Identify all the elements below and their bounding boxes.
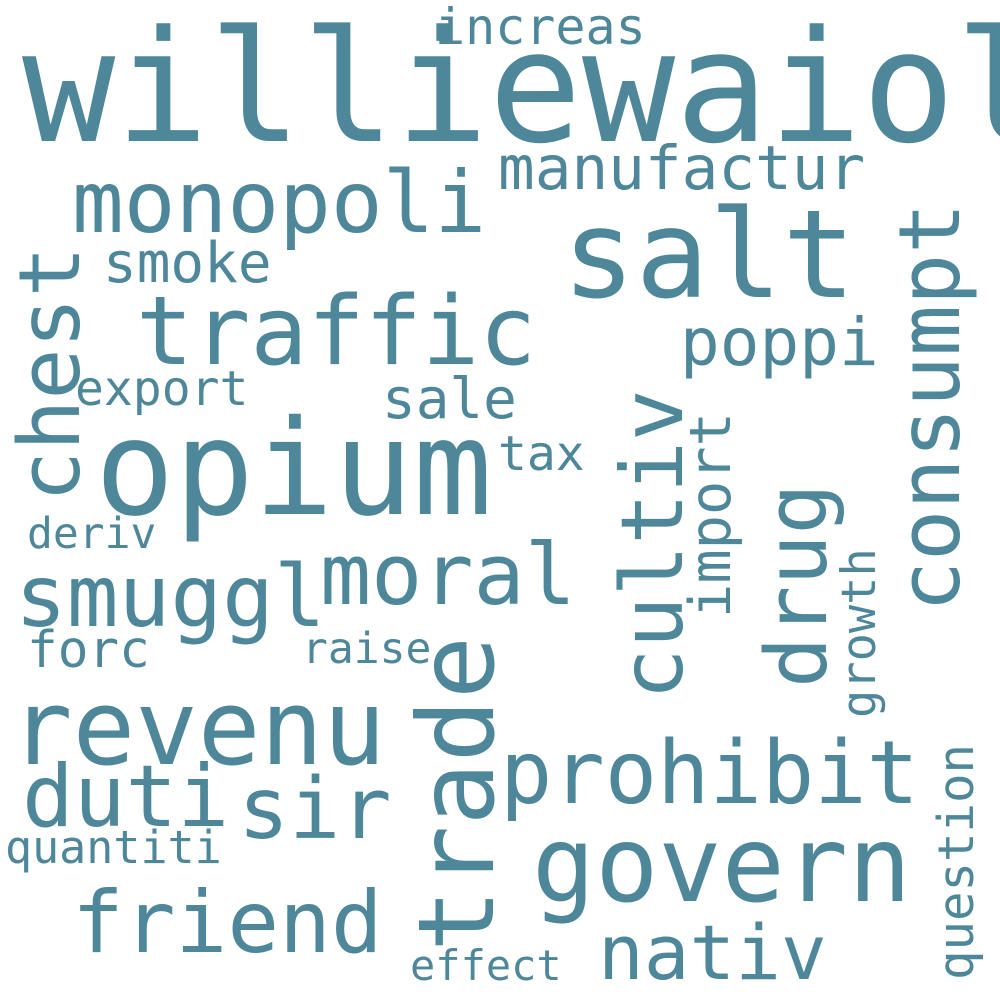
word-salt: salt (562, 184, 856, 326)
word-raise: raise (302, 624, 432, 674)
word-import: import (678, 412, 744, 618)
word-friend: friend (72, 873, 383, 973)
word-export: export (75, 361, 249, 417)
word-drug: drug (748, 483, 847, 688)
word-manufactur: manufactur (498, 133, 866, 204)
word-quantiti: quantiti (5, 821, 222, 874)
word-prohibit: prohibit (500, 722, 920, 824)
word-question: question (928, 743, 985, 980)
word-effect: effect (410, 941, 562, 990)
word-consumpt: consumpt (881, 202, 980, 612)
word-deriv: deriv (27, 509, 157, 559)
word-growth: growth (832, 548, 887, 718)
word-opium: opium (95, 392, 493, 546)
word-williewaiola: williewaiola (22, 0, 1000, 178)
word-smuggl: smuggl (15, 547, 326, 647)
word-traffic: traffic (136, 277, 537, 387)
word-monopoli: monopoli (72, 153, 487, 253)
word-chest: chest (1, 246, 100, 502)
word-revenu: revenu (10, 667, 386, 789)
word-sale: sale (382, 367, 517, 432)
word-moral: moral (320, 526, 576, 625)
word-smoke: smoke (103, 231, 272, 296)
word-forc: forc (27, 621, 150, 680)
word-tax: tax (498, 426, 585, 482)
word-trade: trade (396, 635, 518, 952)
word-nativ: nativ (598, 908, 827, 997)
word-govern: govern (532, 804, 912, 926)
word-increas: increas (435, 0, 646, 56)
word-sir: sir (238, 760, 392, 859)
word-poppi: poppi (680, 304, 879, 381)
word-duti: duti (22, 747, 230, 847)
